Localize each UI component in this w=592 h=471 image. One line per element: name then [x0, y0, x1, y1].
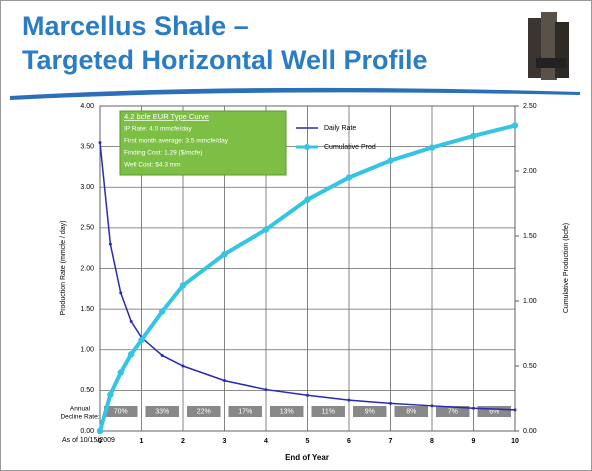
decline-rate: 6%: [489, 408, 499, 415]
decline-box: [353, 406, 387, 417]
point: [129, 319, 133, 323]
decline-label: Decline Rate:: [60, 414, 99, 421]
decline-box: [104, 406, 138, 417]
decline-label: Annual: [70, 406, 91, 413]
point: [223, 379, 226, 383]
info-text: Well Cost: $4.3 mm: [124, 162, 181, 169]
point: [511, 122, 519, 129]
point: [347, 398, 351, 402]
decline-rate: 13%: [280, 408, 294, 415]
title-line: Marcellus Shale –: [22, 11, 249, 41]
legend-label: Cumulative Prod: [324, 144, 376, 151]
point: [119, 291, 123, 295]
y-axis-label: Production Rate (mmcfe / day): [60, 221, 67, 316]
decline-rate: 70%: [114, 408, 128, 415]
logo: [528, 12, 569, 80]
point: [159, 308, 166, 315]
decline-rate: 8%: [406, 408, 416, 415]
legend-label: Daily Rate: [324, 125, 356, 132]
point: [470, 132, 477, 140]
y-tick-label: 2.50: [80, 225, 94, 232]
x-tick-label: 9: [472, 438, 476, 445]
point: [96, 427, 104, 435]
point: [389, 401, 392, 405]
decline-rate: 11%: [322, 408, 336, 415]
point: [221, 251, 228, 258]
y2-tick-label: 0.00: [523, 428, 537, 435]
point: [98, 141, 102, 145]
y-tick-label: 3.50: [80, 143, 94, 150]
y2-tick-label: 1.00: [523, 298, 537, 305]
point: [472, 406, 475, 410]
y2-tick-label: 2.00: [523, 168, 537, 175]
point: [304, 196, 311, 203]
x-tick-label: 2: [181, 438, 185, 445]
info-box: [119, 110, 287, 176]
point: [262, 226, 270, 233]
point: [387, 157, 394, 164]
x-tick-label: 3: [223, 438, 227, 445]
point: [160, 353, 164, 357]
decline-box: [270, 406, 304, 417]
y-tick-label: 4.00: [80, 103, 94, 110]
point: [306, 393, 309, 397]
y-tick-label: 1.50: [80, 306, 94, 313]
y-tick-label: 0.00: [80, 428, 94, 435]
x-tick-label: 10: [511, 438, 519, 445]
decline-rate: 7%: [448, 408, 458, 415]
y-tick-label: 1.00: [80, 347, 94, 354]
info-text: IP Rate: 4.0 mmcfe/day: [124, 126, 193, 133]
point: [127, 351, 135, 358]
legend-marker: [304, 144, 310, 150]
as-of: As of 10/15/2009: [62, 437, 115, 444]
x-tick-label: 7: [389, 438, 393, 445]
decline-box: [228, 406, 262, 417]
point: [428, 144, 436, 151]
info-text: 4.2 bcfe EUR Type Curve: [124, 112, 209, 121]
info-text: Finding Cost: 1.29 ($/mcfe): [124, 150, 202, 157]
x-tick-label: 1: [140, 438, 144, 445]
x-tick-label: 0: [98, 438, 102, 445]
decline-rate: 9%: [365, 408, 375, 415]
y2-tick-label: 0.50: [523, 363, 537, 370]
y-tick-label: 0.50: [80, 387, 94, 394]
x-tick-label: 8: [430, 438, 434, 445]
x-axis-label: End of Year: [285, 453, 329, 462]
y2-tick-label: 2.50: [523, 103, 537, 110]
point: [108, 242, 112, 246]
x-tick-label: 4: [264, 438, 268, 445]
point: [430, 404, 434, 408]
point: [345, 174, 353, 181]
decline-box: [187, 406, 221, 417]
y-tick-label: 2.00: [80, 265, 94, 272]
decline-rate: 33%: [155, 408, 169, 415]
decline-box: [311, 406, 345, 417]
info-text: First month average: 3.5 mmcfe/day: [124, 138, 229, 145]
decline-box: [145, 406, 179, 417]
point: [264, 388, 268, 392]
point: [181, 364, 185, 368]
decline-rate: 22%: [197, 408, 211, 415]
x-tick-label: 6: [347, 438, 351, 445]
point: [138, 336, 145, 344]
x-tick-label: 5: [306, 438, 310, 445]
decline-rate: 17%: [238, 408, 252, 415]
y-tick-label: 3.00: [80, 184, 94, 191]
point: [117, 369, 124, 376]
point: [179, 282, 187, 289]
point: [107, 391, 114, 398]
title-swoosh: [10, 87, 580, 100]
decline-box: [394, 406, 428, 417]
decline-box: [477, 406, 511, 417]
title-line: Targeted Horizontal Well Profile: [22, 45, 428, 75]
y2-tick-label: 1.50: [523, 233, 537, 240]
y2-axis-label: Cumulative Production (bcfe): [563, 223, 570, 313]
point: [513, 408, 517, 412]
decline-box: [436, 406, 470, 417]
